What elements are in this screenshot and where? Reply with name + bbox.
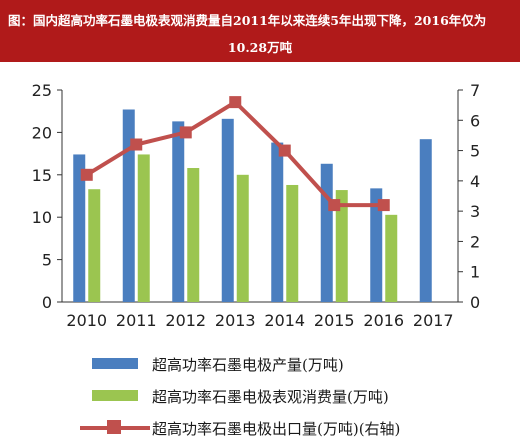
x-axis-tick-label: 2011 bbox=[116, 311, 157, 330]
chart-title-line-1: 图：国内超高功率石墨电极表观消费量自2011年以来连续5年出现下降，2016年仅… bbox=[8, 13, 487, 28]
tick-labels: 0 5 10 15 20 25 0 1 2 3 4 5 6 7 2010 2011 2012 2013 2014 20… bbox=[32, 81, 481, 330]
bar-production bbox=[419, 139, 432, 302]
combo-chart: 0 5 10 15 20 25 0 1 2 3 4 5 6 7 2010 2011 2012 2013 2014 20… bbox=[32, 81, 481, 330]
bar-production bbox=[320, 163, 333, 302]
line-series bbox=[80, 96, 390, 212]
chart-title-line-2: 10.28万吨 bbox=[227, 40, 293, 55]
bar-production bbox=[221, 118, 234, 302]
bar-production bbox=[172, 121, 185, 302]
legend-swatch-consumption bbox=[92, 390, 138, 401]
legend-swatch-export-marker bbox=[107, 420, 121, 434]
left-axis-tick-label: 0 bbox=[42, 293, 52, 312]
bar-consumption bbox=[335, 190, 348, 302]
left-axis-tick-label: 10 bbox=[32, 208, 52, 227]
legend-label-export: 超高功率石墨电极出口量(万吨)(右轴) bbox=[152, 420, 401, 438]
bar-consumption bbox=[137, 154, 150, 302]
right-axis-tick-label: 2 bbox=[470, 232, 480, 251]
x-axis-tick-label: 2013 bbox=[215, 311, 256, 330]
bar-consumption bbox=[88, 189, 101, 302]
right-axis-tick-label: 0 bbox=[470, 293, 480, 312]
export-marker bbox=[80, 168, 93, 181]
right-axis-tick-label: 6 bbox=[470, 111, 480, 130]
bar-consumption bbox=[385, 214, 398, 302]
right-axis-tick-label: 1 bbox=[470, 263, 480, 282]
legend-label-consumption: 超高功率石墨电极表观消费量(万吨) bbox=[152, 388, 389, 406]
export-marker bbox=[278, 144, 291, 157]
left-axis-tick-label: 5 bbox=[42, 251, 52, 270]
title-banner: 图：国内超高功率石墨电极表观消费量自2011年以来连续5年出现下降，2016年仅… bbox=[0, 0, 520, 62]
right-axis-tick-label: 5 bbox=[470, 142, 480, 161]
bar-series bbox=[73, 109, 432, 302]
bar-production bbox=[122, 109, 135, 302]
export-marker bbox=[328, 199, 341, 212]
chart-axes bbox=[57, 89, 463, 303]
export-marker bbox=[179, 126, 192, 139]
bar-consumption bbox=[236, 174, 249, 302]
legend-label-production: 超高功率石墨电极产量(万吨) bbox=[152, 356, 344, 374]
right-axis-tick-label: 7 bbox=[470, 81, 480, 100]
chart-legend: 超高功率石墨电极产量(万吨) 超高功率石墨电极表观消费量(万吨) 超高功率石墨电… bbox=[0, 338, 520, 446]
x-axis-tick-label: 2012 bbox=[165, 311, 206, 330]
x-axis-tick-label: 2014 bbox=[264, 311, 305, 330]
export-marker bbox=[130, 138, 143, 151]
bar-production bbox=[370, 188, 383, 302]
left-axis-tick-label: 20 bbox=[32, 123, 52, 142]
right-axis-tick-label: 3 bbox=[470, 202, 480, 221]
bar-production bbox=[73, 154, 86, 302]
export-marker bbox=[377, 199, 390, 212]
left-axis-tick-label: 25 bbox=[32, 81, 52, 100]
legend-swatch-production bbox=[92, 358, 138, 369]
x-axis-tick-label: 2017 bbox=[413, 311, 454, 330]
bar-production bbox=[271, 142, 284, 302]
left-axis-tick-label: 15 bbox=[32, 166, 52, 185]
x-axis-tick-label: 2010 bbox=[66, 311, 107, 330]
x-axis-tick-label: 2015 bbox=[314, 311, 355, 330]
bar-consumption bbox=[286, 184, 299, 302]
right-axis-tick-label: 4 bbox=[470, 172, 480, 191]
x-axis-tick-label: 2016 bbox=[363, 311, 404, 330]
bar-consumption bbox=[187, 168, 200, 302]
export-marker bbox=[229, 96, 242, 109]
